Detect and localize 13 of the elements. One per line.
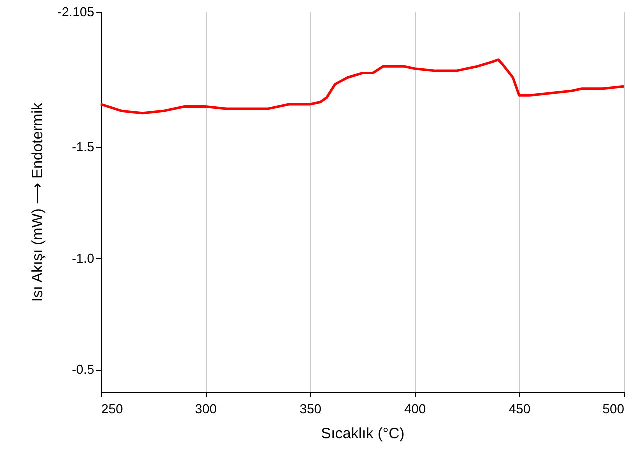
x-tick-label: 500 <box>602 402 624 416</box>
x-tick-label: 250 <box>102 402 124 416</box>
x-axis-title: Sıcaklık (°C) <box>321 426 405 442</box>
line-series <box>100 58 626 115</box>
x-tick-label: 450 <box>509 402 531 416</box>
y-tick-label: -1.5 <box>72 139 94 154</box>
x-tick-label: 400 <box>404 402 426 416</box>
y-axis-title: Isı Akışı (mW) ⟶ Endotermik <box>30 102 47 302</box>
y-tick-label: -0.5 <box>72 362 94 378</box>
x-tick-label: 350 <box>300 402 322 416</box>
y-tick-label: -2.105 <box>58 4 94 20</box>
y-tick-label: -1.0 <box>72 250 94 266</box>
x-tick-label: 300 <box>195 402 217 416</box>
